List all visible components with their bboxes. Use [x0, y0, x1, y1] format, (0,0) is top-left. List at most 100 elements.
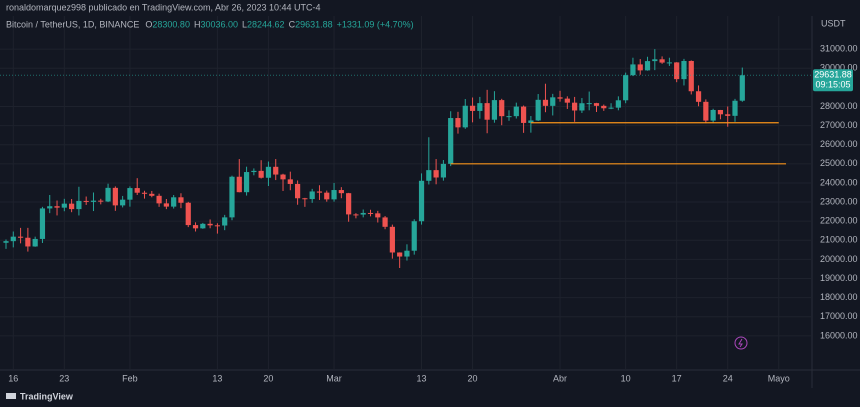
candle-body — [222, 217, 228, 226]
candle-body — [506, 116, 512, 118]
candle-body — [535, 99, 541, 121]
candle-body — [586, 103, 592, 105]
candle-body — [477, 103, 483, 111]
x-tick-label: Feb — [122, 373, 138, 383]
candle-body — [338, 190, 344, 194]
y-tick-label: 22000.00 — [820, 216, 858, 226]
candle-body — [608, 107, 614, 109]
candle-body — [90, 200, 97, 202]
candle-body — [236, 176, 242, 193]
y-tick-label: 18000.00 — [820, 292, 858, 302]
y-tick-label: 30000.00 — [820, 63, 858, 73]
ohlc-value: 29631.88 — [295, 19, 333, 29]
candle-body — [542, 99, 549, 106]
y-tick-label: 17000.00 — [820, 311, 858, 321]
candle-body — [469, 105, 476, 111]
candle-body — [440, 163, 446, 178]
candle-body — [513, 106, 519, 117]
candle-body — [207, 223, 213, 226]
candle-body — [433, 170, 439, 178]
candle-body — [251, 170, 257, 173]
candle-body — [491, 100, 498, 120]
y-tick-label: 25000.00 — [820, 158, 858, 168]
candle-body — [382, 217, 388, 227]
candle-body — [17, 236, 24, 238]
ohlc-key: C — [289, 19, 296, 29]
candle-body — [105, 187, 111, 202]
candle-body — [572, 102, 578, 111]
y-tick-label: 16000.00 — [820, 330, 858, 340]
x-tick-label: 20 — [468, 373, 478, 383]
candle-body — [550, 97, 556, 106]
candle-body — [83, 200, 89, 202]
ohlc-key: L — [242, 19, 247, 29]
last-price-label: 29631.88 — [814, 70, 852, 80]
footer-bar — [0, 388, 860, 407]
x-tick-label: 20 — [263, 373, 273, 383]
candle-body — [674, 62, 680, 80]
candle-body — [564, 98, 570, 103]
y-tick-label: 20000.00 — [820, 254, 858, 264]
candle-body — [499, 100, 505, 117]
logo-mark — [6, 393, 16, 399]
candle-body — [717, 109, 724, 115]
y-tick-label: 24000.00 — [820, 177, 858, 187]
candle-body — [39, 208, 46, 239]
candle-body — [309, 191, 315, 200]
candle-body — [25, 237, 31, 247]
candle-body — [579, 103, 585, 111]
candle-body — [389, 226, 395, 253]
footer-logo: TradingView — [6, 391, 74, 401]
candle-body — [681, 60, 687, 80]
ohlc-value: 28244.62 — [247, 19, 285, 29]
candle-body — [710, 109, 716, 121]
candle-body — [367, 212, 374, 214]
candle-body — [229, 176, 235, 218]
last-price-tag — [813, 69, 853, 92]
candle-body — [258, 170, 264, 178]
ohlc-value: 30036.00 — [200, 19, 238, 29]
y-tick-label: 26000.00 — [820, 139, 858, 149]
candle-body — [426, 170, 432, 181]
candle-body — [214, 225, 221, 227]
ohlc-value: 28300.80 — [152, 19, 190, 29]
icon-bolt — [738, 338, 743, 348]
candle-body — [265, 166, 272, 178]
lightning-icon — [734, 336, 748, 350]
x-tick-label: 17 — [672, 373, 682, 383]
candle-body — [666, 62, 672, 64]
candle-body — [346, 193, 352, 215]
candle-body — [695, 91, 702, 102]
candle-body — [455, 118, 461, 128]
candle-body — [652, 59, 658, 62]
currency-label: USDT — [821, 18, 846, 28]
candle-body — [3, 241, 9, 243]
candle-body — [375, 213, 381, 218]
candle-body — [732, 100, 738, 116]
symbol-label: Bitcoin / TetherUS, 1D, BINANCE — [6, 19, 139, 29]
y-tick-label: 28000.00 — [820, 101, 858, 111]
candle-body — [200, 223, 206, 229]
candle-body — [120, 199, 126, 206]
candle-body — [623, 75, 629, 101]
candle-body — [397, 252, 403, 257]
x-tick-label: 24 — [723, 373, 733, 383]
candle-body — [47, 206, 53, 209]
candle-body — [76, 200, 82, 210]
icon-ring — [734, 336, 748, 350]
candle-body — [644, 61, 651, 71]
candle-body — [637, 64, 643, 71]
candle-body — [178, 197, 184, 203]
candle-body — [149, 193, 155, 196]
candle-body — [316, 191, 323, 193]
candle-body — [156, 195, 162, 204]
candle-body — [688, 60, 694, 92]
candle-body — [324, 192, 330, 200]
x-tick-label: 10 — [621, 373, 631, 383]
candle-body — [61, 203, 67, 208]
x-tick-label: 13 — [212, 373, 222, 383]
grid — [0, 16, 812, 370]
candle-body — [127, 188, 133, 200]
y-tick-label: 19000.00 — [820, 273, 858, 283]
